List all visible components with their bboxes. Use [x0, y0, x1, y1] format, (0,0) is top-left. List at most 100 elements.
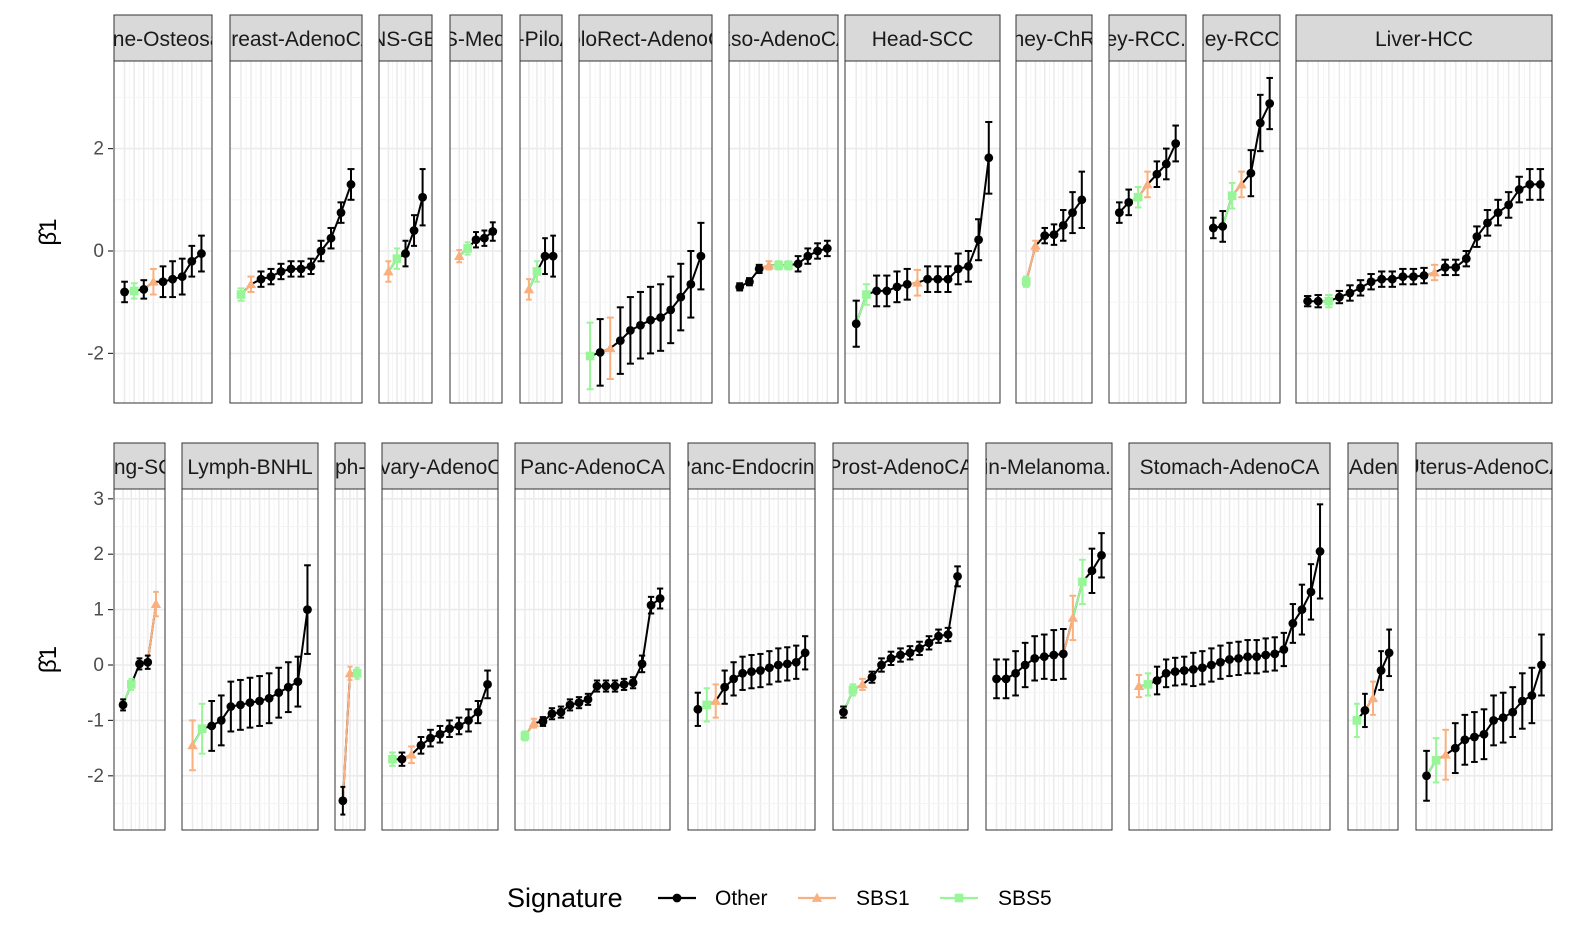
data-point — [872, 286, 882, 296]
data-point — [344, 668, 356, 678]
panel-border — [832, 488, 969, 831]
data-point — [532, 267, 542, 276]
data-point — [1470, 732, 1479, 742]
panel-marks — [523, 234, 558, 301]
data-point — [896, 650, 905, 660]
facet-strip-label: Stomach-AdenoCA — [1140, 456, 1320, 479]
data-point — [1078, 577, 1087, 587]
panel-border — [449, 60, 503, 404]
data-point — [1288, 619, 1298, 628]
data-point — [352, 669, 362, 678]
data-point — [197, 249, 206, 258]
data-point — [397, 754, 407, 764]
data-point — [1133, 680, 1145, 690]
data-point — [857, 679, 868, 689]
data-point — [226, 702, 236, 711]
facet-strip-label: CNS-PiloAstro — [473, 28, 608, 51]
data-point — [1517, 696, 1527, 706]
panel-grid — [833, 489, 968, 830]
panel-marks — [1352, 628, 1394, 739]
data-point — [803, 251, 813, 261]
panel-marks — [1422, 633, 1546, 802]
data-point — [168, 274, 178, 284]
series-line-segment — [146, 603, 157, 663]
data-point — [1387, 274, 1397, 284]
panel-border — [519, 60, 563, 404]
y-axis-label: β̂1 — [35, 218, 62, 245]
facet-panel: Lymph-BNHL — [181, 442, 319, 831]
data-point — [637, 659, 647, 669]
data-point — [293, 677, 303, 687]
data-point — [686, 279, 696, 289]
facet-panel: ColoRect-AdenoCA — [578, 14, 713, 404]
data-point — [488, 227, 498, 236]
data-point — [556, 707, 566, 717]
data-point — [1324, 296, 1334, 306]
data-point — [1504, 200, 1514, 210]
data-point — [710, 695, 721, 705]
data-point — [943, 274, 953, 284]
data-point — [266, 272, 276, 281]
facet-strip — [181, 442, 319, 490]
panel-marks — [1114, 124, 1181, 224]
facet-panel: Eso-AdenoCA — [728, 14, 839, 404]
facet-strip-label: Ovary-AdenoCA — [364, 456, 517, 479]
data-point — [1170, 667, 1180, 677]
panel-marks — [187, 564, 312, 772]
data-point — [877, 660, 886, 670]
data-point — [540, 251, 550, 261]
facet-strip — [687, 442, 816, 490]
data-point — [401, 249, 410, 258]
panel-marks — [1303, 168, 1545, 309]
y-tick-label: 3 — [93, 489, 104, 510]
legend-label: SBS1 — [856, 887, 910, 910]
facet-panel: Kidney-ChRCC — [1015, 14, 1093, 404]
data-point — [848, 685, 858, 695]
panel-marks — [851, 120, 994, 348]
data-point — [135, 659, 144, 669]
data-point — [1049, 230, 1059, 240]
data-point — [276, 267, 286, 276]
data-point — [720, 682, 730, 692]
facet-strip-label: Head-SCC — [872, 28, 974, 51]
data-point — [605, 343, 616, 353]
data-point — [426, 733, 435, 743]
data-point — [197, 724, 207, 734]
series-line-segment — [855, 294, 868, 325]
data-point — [1479, 729, 1489, 739]
data-point — [756, 666, 765, 675]
data-point — [148, 276, 159, 286]
facet-strip — [1415, 442, 1553, 490]
facet-strip-label: Prost-AdenoCA — [828, 456, 974, 479]
panel-border — [1347, 488, 1399, 831]
panel-grid — [1416, 489, 1552, 830]
data-point — [150, 598, 162, 608]
data-point — [583, 694, 593, 704]
data-point — [1422, 771, 1431, 781]
data-point — [1179, 666, 1189, 675]
facet-panel: Bone-Osteosarc — [113, 14, 213, 404]
data-point — [1039, 652, 1049, 662]
series-line — [524, 597, 661, 737]
data-point — [800, 648, 810, 658]
data-point — [625, 325, 635, 335]
data-point — [1450, 743, 1460, 753]
data-point — [1188, 665, 1198, 674]
facet-panel: Lung-SCC — [113, 442, 166, 831]
data-point — [416, 740, 426, 750]
panel-border — [1415, 488, 1553, 831]
facet-panel: Panc-Endocrine — [687, 442, 816, 831]
data-point — [984, 153, 994, 163]
panel-border — [1015, 60, 1093, 404]
data-point — [1077, 195, 1087, 205]
data-point — [601, 681, 611, 691]
facet-panel: Breast-AdenoCA — [229, 14, 363, 404]
data-point — [619, 679, 629, 689]
data-point — [538, 717, 548, 726]
data-point — [1197, 663, 1207, 673]
data-point — [1398, 272, 1408, 281]
data-point — [1384, 648, 1394, 658]
data-point — [666, 305, 676, 315]
panel-grid — [114, 489, 165, 830]
data-point — [747, 667, 756, 677]
